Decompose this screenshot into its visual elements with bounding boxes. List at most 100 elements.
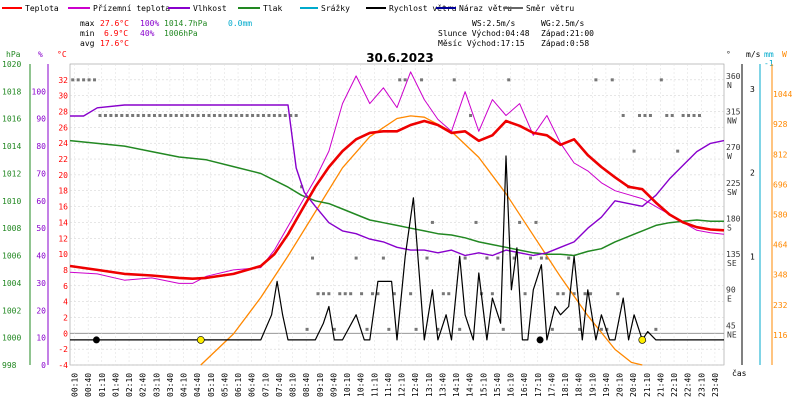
legend-item-smer-vetru: Směr větru — [503, 4, 574, 13]
y-tick-dir-name: NW — [727, 116, 737, 125]
plot-area — [69, 71, 725, 366]
wind-direction-point — [147, 113, 151, 117]
wind-direction-point — [561, 292, 565, 296]
chart-title: 30.6.2023 — [366, 51, 434, 65]
wind-direction-point — [311, 256, 315, 260]
wind-direction-point — [594, 78, 598, 82]
wind-direction-point — [207, 113, 211, 117]
axis-label-pct: % — [38, 50, 43, 59]
x-tick-label: 16:10 — [507, 373, 516, 397]
wind-direction-point — [610, 78, 614, 82]
wind-direction-point — [294, 113, 298, 117]
y-tick-dir: 45 — [726, 321, 736, 330]
stats-min-temp: 6.9°C — [104, 29, 128, 38]
x-tick-label: 06:10 — [234, 373, 243, 397]
y-tick-ms: 3 — [750, 85, 755, 94]
legend-label: Směr větru — [526, 4, 574, 13]
wind-direction-point — [261, 113, 265, 117]
legend-item-teplota: Teplota — [2, 4, 59, 13]
wind-direction-point — [501, 327, 505, 331]
wind-direction-point — [267, 113, 271, 117]
x-tick-label: 10:40 — [357, 373, 366, 397]
x-tick-label: 05:40 — [220, 373, 229, 397]
moonrise-marker — [536, 336, 544, 344]
wind-direction-point — [376, 292, 380, 296]
wind-direction-point — [256, 113, 260, 117]
x-tick-label: 14:10 — [452, 373, 461, 397]
sunset-marker — [638, 336, 647, 344]
wind-direction-point — [572, 292, 576, 296]
y-tick-pct: 20 — [36, 306, 46, 315]
sunrise-marker — [197, 336, 205, 344]
wind-direction-point — [174, 113, 178, 117]
x-tick-label: 01:10 — [98, 373, 107, 397]
wind-direction-point — [191, 113, 195, 117]
axis-label-hpa: hPa — [6, 50, 21, 59]
wind-direction-point — [403, 78, 407, 82]
x-tick-label: 01:40 — [111, 373, 120, 397]
x-tick-label: 14:40 — [466, 373, 475, 397]
wind-direction-point — [485, 256, 489, 260]
wind-direction-point — [697, 113, 701, 117]
x-tick-label: 03:40 — [166, 373, 175, 397]
y-tick-deg: 4 — [63, 298, 68, 307]
x-tick-label: 15:40 — [493, 373, 502, 397]
stats-min-label: min — [80, 29, 95, 38]
wind-direction-point — [321, 292, 325, 296]
x-tick-label: 20:10 — [616, 373, 625, 397]
y-tick-hpa: 1008 — [2, 224, 21, 233]
wind-direction-point — [654, 327, 658, 331]
y-tick-pct: 50 — [36, 224, 46, 233]
stats-max-rain: 0.0mm — [228, 19, 252, 28]
legend-label: Srážky — [321, 4, 350, 13]
wind-direction-point — [659, 78, 663, 82]
wind-direction-point — [567, 256, 571, 260]
y-tick-wm2: 928 — [773, 120, 788, 129]
wind-direction-point — [245, 113, 249, 117]
wind-direction-point — [93, 78, 97, 82]
y-tick-hpa: 1004 — [2, 279, 21, 288]
wind-direction-point — [300, 185, 304, 189]
y-axis-ticks: -4-2024681012141618202224262830329981000… — [2, 59, 792, 370]
x-tick-label: 23:40 — [711, 373, 720, 397]
axis-label-deg: °C — [57, 50, 67, 59]
wind-direction-point — [365, 327, 369, 331]
y-tick-hpa: 1020 — [2, 60, 21, 69]
y-tick-pct: 30 — [36, 279, 46, 288]
wind-direction-point — [676, 149, 680, 153]
axis-label-ms: m/s — [746, 50, 761, 59]
wind-direction-point — [441, 292, 445, 296]
y-tick-deg: -4 — [58, 361, 68, 370]
x-tick-label: 16:40 — [520, 373, 529, 397]
wind-direction-point — [490, 292, 494, 296]
wind-direction-point — [588, 292, 592, 296]
wind-direction-point — [158, 113, 162, 117]
legend-item-naraz-vetru: Náraz větru — [436, 4, 512, 13]
legend-label: Tlak — [263, 4, 282, 13]
x-tick-label: 03:10 — [152, 373, 161, 397]
x-tick-label: 21:40 — [656, 373, 665, 397]
y-tick-dir: 270 — [726, 143, 741, 152]
wind-direction-point — [223, 113, 227, 117]
y-tick-ms: 1 — [750, 252, 755, 261]
legend: Teplota Přízemní teplota Vlhkost Tlak Sr… — [2, 4, 574, 13]
stats-max-label: max — [80, 19, 95, 28]
y-tick-wm2: 232 — [773, 301, 788, 310]
y-tick-deg: 30 — [58, 92, 68, 101]
wind-direction-point — [474, 220, 478, 224]
legend-item-prizemni-teplota: Přízemní teplota — [68, 4, 170, 13]
y-tick-wm2: 1044 — [773, 90, 792, 99]
wind-direction-point — [550, 327, 554, 331]
y-tick-deg: 28 — [58, 108, 68, 117]
wind-direction-point — [305, 327, 309, 331]
wind-direction-point — [169, 113, 173, 117]
y-tick-deg: 32 — [58, 76, 68, 85]
y-tick-pct: 70 — [36, 169, 46, 178]
y-tick-pct: 80 — [36, 142, 46, 151]
legend-label: Rychlost větru — [389, 4, 457, 13]
y-tick-dir: 315 — [726, 107, 741, 116]
y-tick-dir: 180 — [726, 214, 741, 223]
axis-label-wm2: W — [782, 50, 787, 59]
series-humidity — [70, 104, 725, 257]
wind-direction-point — [458, 327, 462, 331]
